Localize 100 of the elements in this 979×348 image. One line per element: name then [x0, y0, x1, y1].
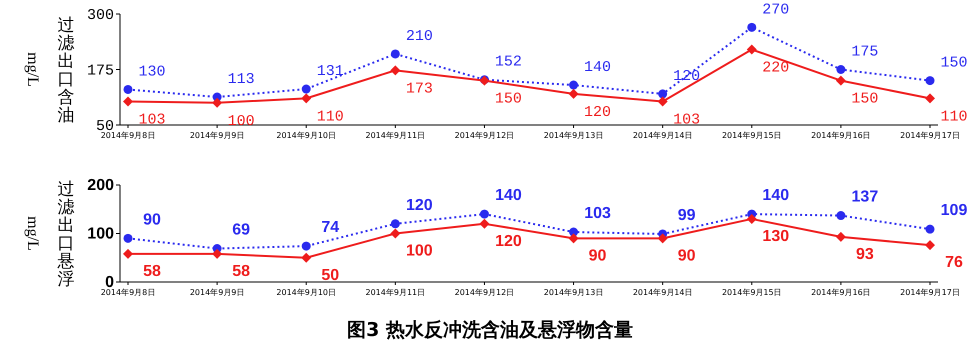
point	[925, 240, 935, 250]
x-tick-label: 2014年9月12日	[454, 131, 514, 140]
y-tick-label: 100	[87, 226, 114, 242]
data-label: 58	[143, 262, 161, 280]
data-label: 175	[851, 44, 878, 60]
data-label: 220	[762, 60, 790, 77]
x-tick-label: 2014年9月13日	[544, 288, 604, 297]
data-label: 140	[762, 187, 790, 204]
data-label: 99	[678, 206, 696, 224]
point	[746, 44, 757, 55]
point	[124, 234, 132, 243]
point	[747, 22, 756, 32]
point	[926, 224, 934, 234]
y-tick-label: 200	[87, 177, 114, 194]
point	[479, 218, 490, 229]
x-tick-label: 2014年9月13日	[544, 131, 604, 140]
data-label: 130	[138, 63, 166, 80]
x-tick-label: 2014年9月14日	[632, 131, 692, 140]
point	[658, 89, 668, 98]
data-label: 110	[940, 108, 968, 126]
data-label: 69	[232, 222, 250, 239]
data-label: 152	[494, 54, 522, 71]
x-tick-label: 2014年9月17日	[900, 131, 960, 140]
data-label: 109	[940, 202, 968, 220]
data-label: 173	[406, 80, 433, 98]
point	[925, 93, 935, 104]
data-label: 103	[584, 205, 611, 222]
data-label: 110	[316, 108, 344, 126]
x-tick-label: 2014年9月9日	[190, 288, 244, 297]
point	[302, 242, 311, 251]
data-label: 50	[321, 266, 340, 284]
y-tick-label: 175	[86, 62, 114, 80]
data-label: 120	[673, 68, 700, 85]
point	[390, 219, 400, 228]
data-label: 113	[228, 71, 255, 88]
text: mg/L	[24, 216, 41, 251]
x-tick-label: 2014年9月8日	[100, 288, 156, 297]
x-tick-label: 2014年9月17日	[900, 288, 960, 297]
data-label: 150	[851, 90, 878, 108]
data-label: 120	[406, 196, 433, 214]
data-label: 210	[406, 28, 433, 45]
x-tick-label: 2014年9月10日	[276, 131, 336, 140]
text: mg/L	[24, 52, 41, 87]
data-label: 100	[406, 242, 433, 260]
point	[302, 84, 311, 94]
point	[836, 232, 846, 242]
point	[301, 252, 312, 263]
point	[480, 210, 489, 219]
x-tick-label: 2014年9月14日	[632, 288, 692, 297]
data-label: 140	[584, 59, 612, 76]
x-tick-label: 2014年9月15日	[722, 288, 782, 297]
y-axis-title: 过滤出口悬浮	[56, 180, 74, 290]
point	[390, 65, 400, 76]
data-label: 120	[584, 104, 612, 121]
data-label: 270	[762, 1, 790, 18]
point	[746, 214, 757, 224]
x-tick-label: 2014年9月10日	[276, 288, 336, 297]
data-label: 103	[138, 111, 166, 128]
point	[836, 76, 846, 86]
data-label: 90	[678, 247, 696, 264]
point	[123, 96, 133, 106]
x-tick-label: 2014年9月11日	[366, 288, 426, 297]
point	[926, 76, 934, 86]
point	[212, 248, 222, 259]
point	[390, 49, 400, 58]
data-label: 131	[316, 63, 344, 80]
x-tick-label: 2014年9月16日	[811, 288, 871, 297]
data-label: 90	[588, 247, 607, 264]
data-label: 140	[495, 187, 522, 204]
point	[124, 84, 132, 94]
point	[836, 211, 846, 220]
y-tick-label: 300	[86, 7, 114, 24]
data-label: 76	[945, 254, 963, 272]
x-tick-label: 2014年9月9日	[190, 131, 244, 140]
x-tick-label: 2014年9月11日	[366, 131, 426, 140]
data-label: 130	[762, 228, 790, 245]
data-label: 74	[321, 219, 340, 236]
data-label: 150	[494, 90, 522, 108]
data-label: 103	[673, 111, 700, 128]
data-label: 58	[232, 262, 250, 280]
x-tick-label: 2014年9月12日	[454, 288, 514, 297]
data-label: 120	[495, 232, 522, 250]
data-label: 90	[143, 211, 161, 228]
point	[390, 228, 400, 238]
y-axis-title: 过滤出口含油	[58, 16, 74, 126]
data-label: 150	[940, 54, 968, 72]
x-tick-label: 2014年9月16日	[811, 131, 871, 140]
data-label: 93	[856, 246, 874, 263]
point	[569, 80, 578, 90]
text: 图3 热水反冲洗含油及悬浮物含量	[347, 319, 633, 341]
data-label: 137	[852, 188, 878, 206]
point	[658, 96, 668, 106]
point	[836, 65, 846, 74]
point	[568, 88, 579, 99]
x-tick-label: 2014年9月15日	[722, 131, 782, 140]
point	[568, 233, 579, 244]
point	[658, 233, 668, 244]
point	[301, 93, 312, 104]
point	[212, 98, 222, 108]
point	[123, 248, 133, 259]
